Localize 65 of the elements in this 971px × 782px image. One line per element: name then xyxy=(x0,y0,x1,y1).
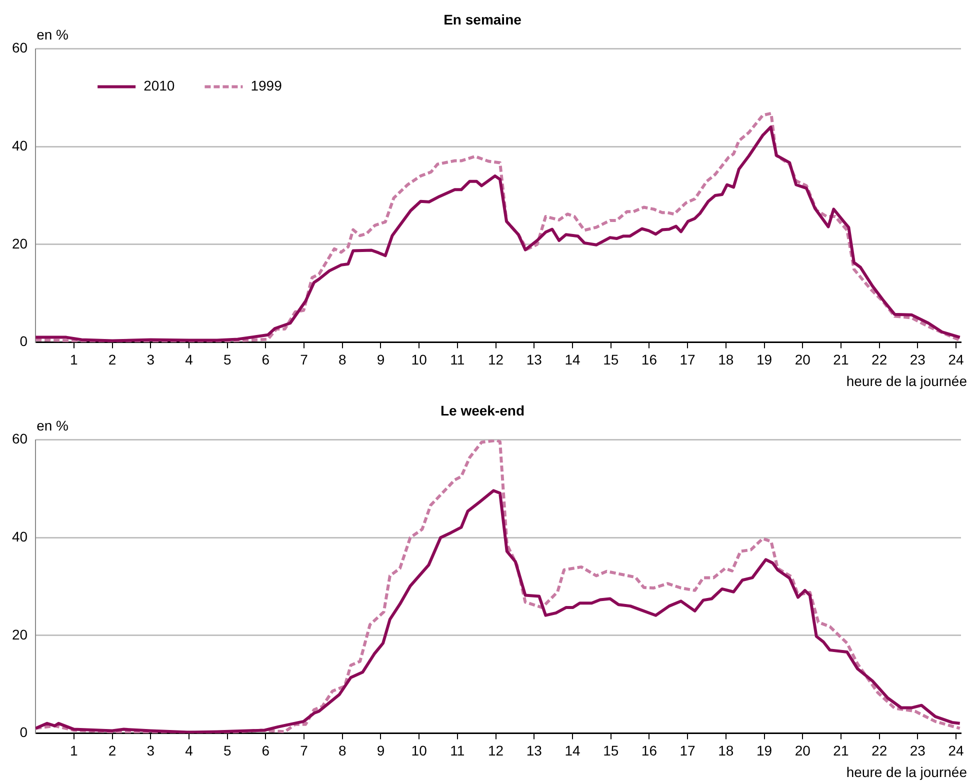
y-tick-label: 0 xyxy=(20,724,28,740)
y-tick-label: 0 xyxy=(20,333,28,350)
chart-title: En semaine xyxy=(444,11,522,28)
x-tick-label: 16 xyxy=(641,351,658,368)
x-tick-label: 8 xyxy=(338,742,346,758)
x-tick-label: 16 xyxy=(641,742,658,758)
x-tick-label: 12 xyxy=(488,351,504,368)
x-tick-label: 21 xyxy=(833,351,849,368)
x-tick-label: 7 xyxy=(300,742,308,758)
y-tick-label: 20 xyxy=(12,626,28,642)
x-tick-label: 9 xyxy=(376,742,385,758)
y-tick-label: 60 xyxy=(12,430,28,447)
x-tick-label: 1 xyxy=(70,351,78,368)
x-tick-label: 17 xyxy=(680,742,696,758)
legend-label: 2010 xyxy=(144,78,175,94)
x-axis-title: heure de la journée xyxy=(846,764,968,780)
x-tick-label: 23 xyxy=(910,351,926,368)
x-tick-label: 7 xyxy=(300,351,308,368)
x-tick-label: 5 xyxy=(223,351,232,368)
x-tick-label: 4 xyxy=(185,742,194,758)
x-tick-label: 11 xyxy=(450,351,465,368)
x-tick-label: 18 xyxy=(718,351,734,368)
x-tick-label: 6 xyxy=(262,351,270,368)
x-tick-label: 23 xyxy=(910,742,926,758)
x-tick-label: 22 xyxy=(872,742,888,758)
x-tick-label: 6 xyxy=(262,742,270,758)
x-tick-label: 22 xyxy=(872,351,888,368)
x-tick-label: 14 xyxy=(564,351,580,368)
y-axis-title: en % xyxy=(36,26,68,43)
x-tick-label: 4 xyxy=(185,351,194,368)
x-tick-label: 5 xyxy=(223,742,232,758)
x-tick-label: 3 xyxy=(146,351,155,368)
x-tick-label: 19 xyxy=(756,351,772,368)
x-tick-label: 2 xyxy=(108,742,116,758)
x-tick-label: 13 xyxy=(526,351,542,368)
x-tick-label: 2 xyxy=(108,351,116,368)
x-tick-label: 11 xyxy=(450,742,465,758)
x-tick-label: 20 xyxy=(794,351,811,368)
x-tick-label: 19 xyxy=(756,742,772,758)
x-tick-label: 14 xyxy=(564,742,580,758)
x-tick-label: 12 xyxy=(488,742,504,758)
legend-label: 1999 xyxy=(250,78,282,94)
x-tick-label: 24 xyxy=(948,742,964,758)
y-tick-label: 60 xyxy=(12,40,28,56)
x-tick-label: 18 xyxy=(718,742,734,758)
x-axis-title: heure de la journée xyxy=(846,372,968,389)
y-tick-label: 40 xyxy=(12,137,28,154)
x-tick-label: 17 xyxy=(680,351,696,368)
x-tick-label: 13 xyxy=(526,742,542,758)
x-tick-label: 1 xyxy=(70,742,78,758)
y-axis-title: en % xyxy=(36,418,68,434)
x-tick-label: 21 xyxy=(833,742,849,758)
line-series xyxy=(36,440,961,734)
x-tick-label: 24 xyxy=(948,351,964,368)
x-tick-label: 8 xyxy=(338,351,346,368)
x-tick-label: 10 xyxy=(411,351,428,368)
x-tick-label: 20 xyxy=(794,742,811,758)
chart-title: Le week-end xyxy=(440,402,525,418)
y-tick-label: 20 xyxy=(12,235,28,252)
x-tick-label: 9 xyxy=(376,351,385,368)
y-tick-label: 40 xyxy=(12,528,28,544)
x-tick-label: 15 xyxy=(603,742,619,758)
x-tick-label: 15 xyxy=(603,351,619,368)
x-tick-label: 10 xyxy=(411,742,428,758)
x-tick-label: 3 xyxy=(146,742,155,758)
